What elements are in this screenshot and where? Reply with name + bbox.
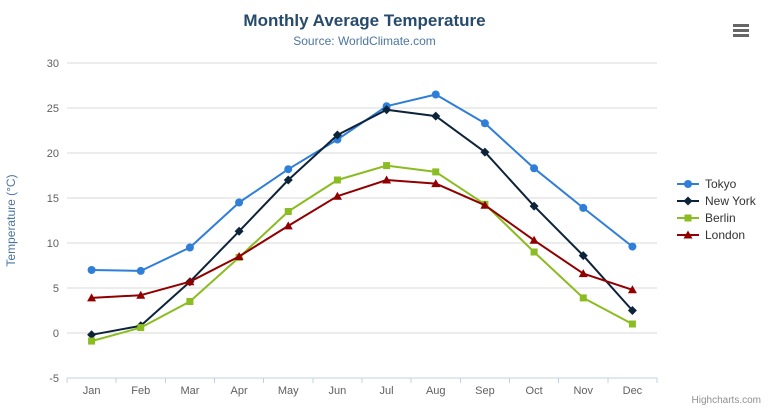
legend-item-berlin[interactable]: Berlin <box>676 209 756 226</box>
series-line-tokyo <box>91 93 634 272</box>
y-axis-label: 30 <box>47 58 59 70</box>
x-axis-label: Jul <box>380 385 394 397</box>
legend-item-tokyo[interactable]: Tokyo <box>676 175 756 192</box>
marker-new-york <box>87 330 97 340</box>
marker-tokyo <box>87 266 96 274</box>
marker-tokyo <box>579 203 588 212</box>
marker-london <box>529 235 539 244</box>
marker-tokyo <box>136 266 145 275</box>
y-axis-label: -5 <box>49 373 59 385</box>
marker-london <box>87 293 97 302</box>
marker-new-york <box>283 175 293 185</box>
marker-london <box>234 252 244 260</box>
marker-new-york <box>234 226 244 236</box>
marker-tokyo <box>185 243 194 252</box>
marker-tokyo <box>431 90 440 99</box>
legend-item-new-york[interactable]: New York <box>676 192 756 209</box>
x-axis-label: Mar <box>180 385 199 397</box>
marker-london <box>185 277 195 286</box>
x-axis-label: Oct <box>526 385 543 397</box>
marker-berlin <box>530 248 538 256</box>
marker-tokyo <box>284 165 293 174</box>
marker-london <box>382 175 392 184</box>
marker-berlin <box>383 162 391 170</box>
marker-london <box>578 269 588 278</box>
marker-london <box>627 285 637 294</box>
x-axis-label: May <box>278 385 299 397</box>
diamond-marker-icon <box>677 196 699 205</box>
legend-label-tokyo: Tokyo <box>705 176 737 191</box>
square-marker-icon <box>677 214 699 221</box>
y-axis-label: 5 <box>53 283 59 295</box>
marker-new-york <box>382 105 392 115</box>
chart-title: Monthly Average Temperature <box>243 11 486 30</box>
marker-berlin <box>284 208 292 215</box>
marker-new-york <box>332 130 342 140</box>
marker-berlin <box>628 320 636 328</box>
x-axis-label: Jun <box>329 385 347 397</box>
marker-new-york <box>627 306 637 315</box>
chart-subtitle: Source: WorldClimate.com <box>293 34 436 48</box>
triangle-marker-icon <box>677 230 699 238</box>
marker-london <box>136 290 146 299</box>
x-axis-label: Sep <box>475 385 495 397</box>
y-axis-label: 20 <box>47 148 59 160</box>
marker-berlin <box>137 324 145 332</box>
y-axis-label: 0 <box>53 328 59 340</box>
marker-berlin <box>186 298 194 305</box>
x-axis-label: Apr <box>231 385 248 397</box>
x-axis-label: Aug <box>426 385 446 397</box>
legend-label-london: London <box>705 227 746 242</box>
hamburger-menu-icon[interactable] <box>733 24 749 39</box>
marker-new-york <box>578 251 588 261</box>
marker-new-york <box>480 147 490 157</box>
legend-label-new-york: New York <box>705 193 756 208</box>
y-axis-label: 10 <box>47 238 59 250</box>
chart-legend: Tokyo New York Berlin London <box>676 175 756 243</box>
marker-tokyo <box>235 198 244 207</box>
x-axis-label: Dec <box>623 385 643 397</box>
y-axis-title: Temperature (°C) <box>4 174 18 266</box>
x-axis-label: Nov <box>573 385 593 397</box>
marker-london <box>332 191 342 200</box>
legend-item-london[interactable]: London <box>676 226 756 243</box>
marker-tokyo <box>480 119 489 128</box>
marker-berlin <box>333 176 341 184</box>
marker-london <box>283 221 293 230</box>
series-line-london <box>91 179 633 299</box>
x-axis-label: Jan <box>83 385 101 397</box>
marker-new-york <box>529 201 539 211</box>
marker-london <box>431 179 441 188</box>
marker-berlin <box>579 294 587 302</box>
credits-link[interactable]: Highcharts.com <box>691 395 761 406</box>
y-axis-label: 25 <box>47 103 59 115</box>
circle-marker-icon <box>677 179 699 188</box>
marker-berlin <box>432 168 440 176</box>
series-line-berlin <box>91 164 633 343</box>
marker-tokyo <box>530 164 539 173</box>
series-line-new-york <box>91 108 634 336</box>
marker-berlin <box>88 337 96 345</box>
marker-tokyo <box>628 242 637 251</box>
x-axis-label: Feb <box>131 385 150 397</box>
marker-new-york <box>431 111 441 121</box>
marker-london <box>480 200 490 209</box>
legend-label-berlin: Berlin <box>705 210 736 225</box>
y-axis-label: 15 <box>47 193 59 205</box>
